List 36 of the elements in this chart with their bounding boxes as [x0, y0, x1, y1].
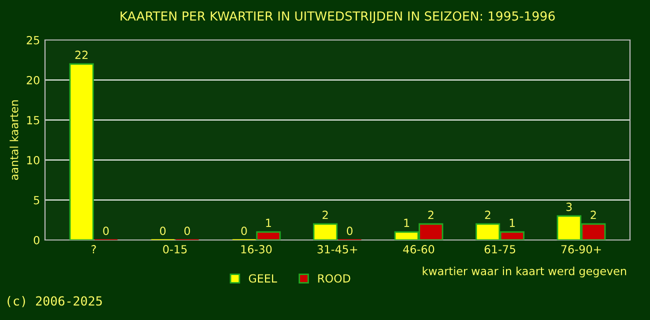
y-tick-label: 15: [27, 116, 40, 124]
data-label: 0: [160, 226, 166, 236]
y-tick-label: 10: [27, 156, 40, 164]
x-tick-label: 0-15: [163, 245, 187, 254]
y-tick-label: 5: [34, 196, 40, 204]
x-tick-label: 61-75: [484, 245, 516, 254]
bar: [69, 63, 94, 240]
data-label: 2: [485, 210, 490, 219]
x-axis-title: kwartier waar in kaart werd gegeven: [422, 266, 626, 278]
data-label: 2: [428, 210, 434, 219]
data-label: 2: [590, 210, 596, 219]
bar: [256, 231, 281, 240]
legend-label: ROOD: [318, 274, 350, 283]
y-axis-title: aantal kaarten: [10, 100, 18, 180]
text: (c) 2006-2025: [8, 296, 102, 308]
data-label: 1: [404, 218, 410, 227]
legend-label: GEEL: [248, 274, 278, 283]
y-tick-label: 25: [26, 36, 40, 44]
x-tick-label: 76-90+: [561, 245, 601, 254]
data-label: 0: [241, 226, 247, 236]
data-label: 1: [266, 218, 271, 227]
y-tick-label: 20: [26, 76, 40, 84]
x-tick-label: 16-30: [241, 245, 272, 254]
x-tick-label: ?: [92, 245, 96, 254]
x-tick-label: 31-45+: [318, 245, 358, 254]
y-tick-label: 0: [34, 236, 40, 244]
data-label: 0: [103, 226, 109, 236]
data-label: 2: [322, 210, 328, 219]
bar: [313, 223, 338, 240]
chart-title: KAARTEN PER KWARTIER IN UITWEDSTRIJDEN IN SEIZOEN: 1995-1996: [120, 11, 555, 24]
x-tick-label: 46-60: [403, 245, 434, 254]
data-label: 0: [184, 226, 190, 236]
data-label: 22: [75, 50, 88, 59]
data-label: 1: [510, 218, 515, 227]
data-label: 0: [346, 226, 352, 236]
data-label: 3: [566, 202, 572, 212]
